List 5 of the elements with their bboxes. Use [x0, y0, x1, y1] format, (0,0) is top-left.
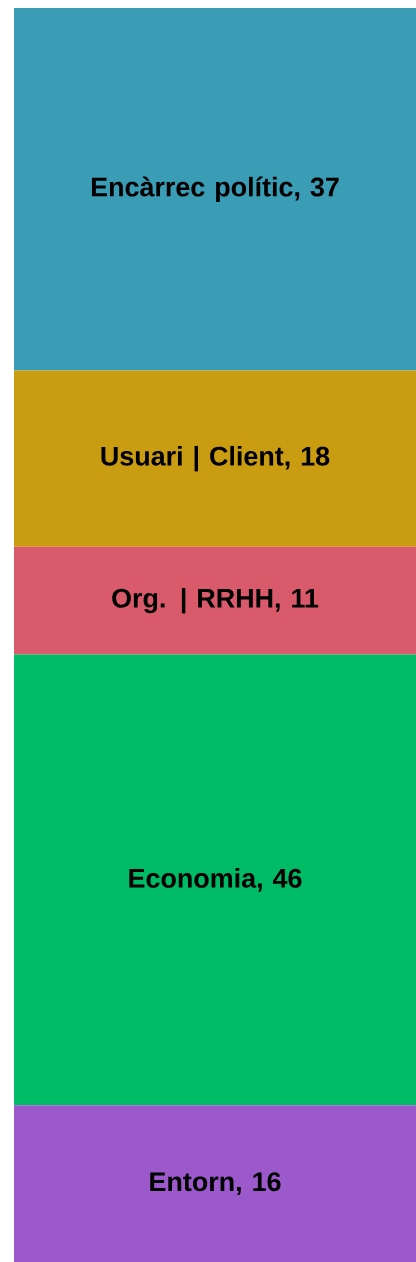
data-label: Economia, 46 [129, 868, 302, 892]
data-label: Encàrrec polític, 37 [91, 176, 339, 202]
data-label: Entorn, 16 [150, 1172, 281, 1196]
data-label: Usuari | Client, 18 [101, 445, 330, 472]
data-label: Org. | RRHH, 11 [112, 587, 319, 614]
